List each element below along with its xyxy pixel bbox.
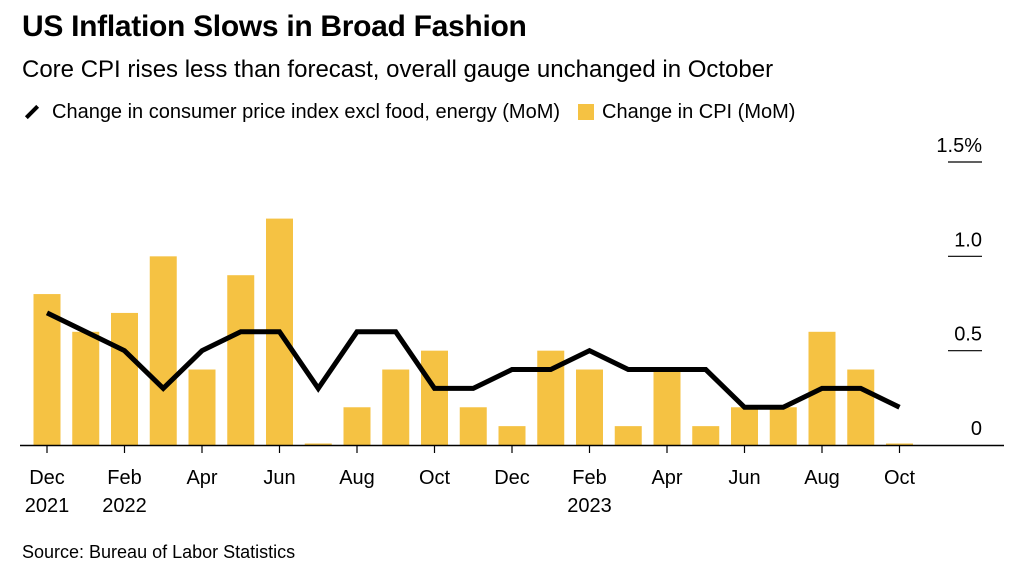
y-tick-label: 0.5	[954, 324, 982, 346]
cpi-bar	[886, 443, 913, 445]
x-tick-year-label: 2021	[25, 495, 70, 517]
chart-title: US Inflation Slows in Broad Fashion	[22, 10, 527, 43]
cpi-bar	[769, 407, 797, 445]
legend-label-core-cpi: Change in consumer price index excl food…	[52, 100, 561, 123]
x-tick-label: Apr	[651, 467, 682, 489]
cpi-bar	[498, 426, 526, 445]
legend-item-cpi: Change in CPI (MoM)	[578, 101, 795, 124]
x-tick-labels: Dec 2021 Feb 2022 Apr Jun Aug Oct Dec Feb 2023 Apr J…	[25, 445, 916, 517]
cpi-bar	[614, 426, 642, 445]
core-cpi-line	[45, 310, 901, 410]
bar-swatch-icon	[578, 104, 595, 120]
cpi-bar	[343, 407, 371, 445]
cpi-bar	[459, 407, 487, 445]
line-series	[45, 310, 901, 410]
cpi-bar	[692, 426, 720, 445]
x-tick-label: Dec	[494, 467, 530, 489]
cpi-bar	[421, 350, 448, 445]
chart-subtitle: Core CPI rises less than forecast, overa…	[22, 56, 774, 83]
cpi-bar	[111, 312, 138, 445]
x-tick-label: Apr	[186, 467, 217, 489]
x-tick-year-label: 2023	[567, 495, 612, 517]
x-tick-label: Oct	[419, 467, 451, 489]
cpi-bar	[72, 331, 100, 445]
cpi-bar	[576, 369, 603, 445]
x-tick-label: Oct	[884, 467, 916, 489]
cpi-bar	[731, 407, 758, 445]
x-tick-label: Feb	[572, 467, 606, 489]
cpi-bar	[847, 369, 875, 445]
cpi-bar	[304, 443, 332, 445]
x-tick-label: Dec	[29, 467, 65, 489]
x-tick-year-label: 2022	[102, 495, 147, 517]
y-tick-label: 1.0	[954, 229, 982, 251]
x-tick-label: Aug	[804, 467, 840, 489]
legend: Change in consumer price index excl food…	[22, 98, 813, 126]
cpi-bar	[227, 275, 255, 445]
legend-item-core-cpi: Change in consumer price index excl food…	[22, 101, 560, 124]
bar-series	[33, 218, 913, 445]
y-tick-label: 0	[971, 418, 982, 440]
x-tick-label: Aug	[339, 467, 375, 489]
source-note: Source: Bureau of Labor Statistics	[22, 542, 296, 562]
y-tick-label: 1.5%	[936, 135, 982, 157]
cpi-bar	[149, 256, 177, 445]
x-tick-label: Jun	[728, 467, 760, 489]
x-tick-label: Feb	[107, 467, 141, 489]
y-axis: 0 0.5 1.0 1.5%	[936, 135, 982, 440]
legend-label-cpi: Change in CPI (MoM)	[602, 100, 796, 123]
cpi-bar	[382, 369, 410, 445]
cpi-bar	[188, 369, 216, 445]
cpi-bar	[653, 369, 681, 445]
x-tick-label: Jun	[263, 467, 295, 489]
